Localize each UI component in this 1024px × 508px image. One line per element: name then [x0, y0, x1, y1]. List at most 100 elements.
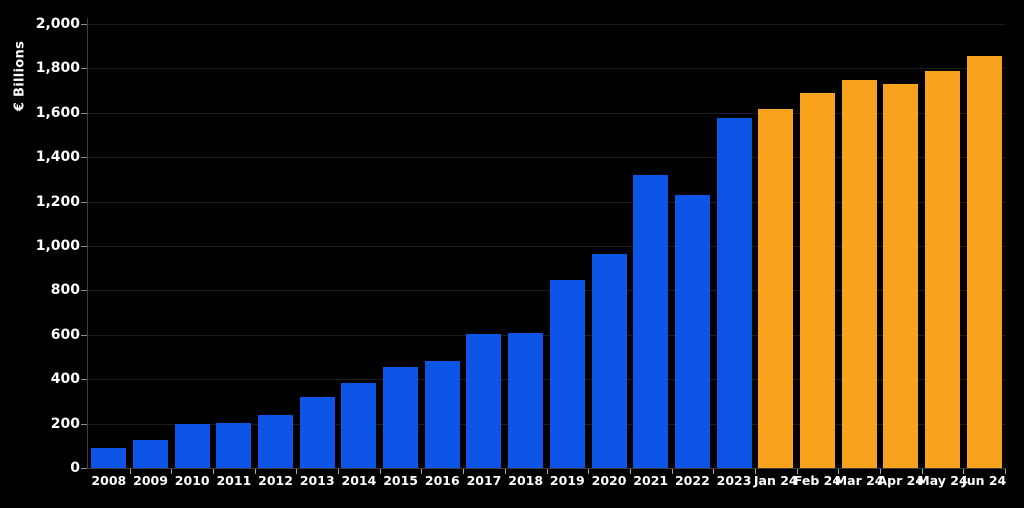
y-tick-mark: [81, 290, 87, 292]
gridline-800: [88, 290, 1005, 292]
x-axis-tick-label: Jun 24: [962, 473, 1007, 488]
x-tick-mark: [838, 469, 840, 474]
x-tick-mark: [671, 469, 673, 474]
x-tick-mark: [504, 469, 506, 474]
x-axis-tick-label: 2014: [341, 473, 377, 488]
x-axis-tick-label: 2009: [133, 473, 168, 488]
y-tick-mark: [81, 379, 87, 381]
x-tick-mark: [1005, 469, 1006, 474]
y-tick-mark: [81, 423, 87, 425]
x-tick-mark: [546, 469, 548, 474]
x-tick-mark: [921, 469, 923, 474]
x-tick-mark: [713, 469, 715, 474]
gridline-400: [88, 379, 1005, 381]
x-tick-mark: [171, 469, 173, 474]
bar-2017: [466, 333, 502, 468]
bar-2023: [716, 118, 752, 468]
x-tick-mark: [213, 469, 215, 474]
x-axis-tick-label: 2011: [216, 473, 252, 488]
x-axis-tick-label: 2016: [424, 473, 460, 488]
gridline-200: [88, 423, 1005, 425]
x-axis-tick-label: 2010: [174, 473, 210, 488]
bar-2019: [549, 280, 585, 468]
y-axis-tick-label: 200: [50, 415, 80, 432]
gridline-1,800: [88, 68, 1005, 70]
gridline-1,000: [88, 246, 1005, 247]
bar-2010: [174, 423, 210, 468]
bar-feb-24: [799, 92, 835, 468]
bar-2011: [216, 423, 252, 468]
gridline-2,000: [88, 24, 1005, 25]
gridline-1,600: [88, 112, 1005, 114]
y-axis-tick-label: 0: [70, 460, 80, 476]
y-axis-tick-label: 800: [50, 282, 80, 299]
y-tick-mark: [81, 468, 87, 469]
x-axis-line: [87, 468, 1006, 469]
y-tick-mark: [81, 68, 87, 70]
x-axis-tick-label: Jan 24: [753, 473, 798, 488]
x-tick-mark: [588, 469, 590, 474]
bar-2015: [383, 367, 419, 468]
x-tick-mark: [379, 469, 381, 474]
bar-2008: [91, 448, 127, 468]
x-axis-tick-label: 2021: [633, 473, 669, 488]
x-tick-mark: [879, 469, 881, 474]
y-axis-tick-label: 600: [50, 326, 80, 343]
x-axis-tick-label: Apr 24: [877, 473, 925, 488]
bar-2021: [633, 174, 669, 468]
x-axis-tick-label: Feb 24: [793, 473, 842, 488]
x-axis-tick-label: 2013: [299, 473, 335, 488]
x-tick-mark: [629, 469, 631, 474]
x-axis-tick-label: 2022: [674, 473, 710, 488]
y-axis-tick-label: 1,800: [35, 60, 80, 77]
y-tick-mark: [81, 157, 87, 159]
x-tick-mark: [129, 469, 131, 474]
y-axis-tick-label: 1,200: [35, 193, 80, 210]
x-axis-tick-label: 2020: [591, 473, 627, 488]
x-tick-mark: [754, 469, 756, 474]
x-axis-tick-label: Mar 24: [834, 473, 884, 488]
bar-jun-24: [966, 55, 1002, 468]
bar-2020: [591, 253, 627, 468]
x-tick-mark: [463, 469, 465, 474]
x-tick-mark: [254, 469, 256, 474]
x-axis-tick-label: 2015: [383, 473, 419, 488]
y-tick-mark: [81, 112, 87, 114]
y-axis-tick-label: 1,600: [35, 104, 80, 121]
y-axis-tick-label: 400: [50, 371, 80, 388]
gridline-1,200: [88, 201, 1005, 203]
bar-mar-24: [841, 80, 877, 468]
x-tick-mark: [338, 469, 340, 474]
x-axis-tick-label: 2008: [91, 473, 127, 488]
bar-2012: [258, 415, 294, 468]
x-axis-tick-label: May 24: [917, 473, 968, 488]
y-tick-mark: [81, 246, 87, 247]
y-axis-tick-label: 2,000: [35, 16, 80, 32]
x-tick-mark: [796, 469, 798, 474]
y-axis-tick-label: 1,000: [35, 238, 80, 254]
bar-2018: [508, 333, 544, 468]
bar-jan-24: [758, 109, 794, 468]
y-axis-title: € Billions: [12, 40, 28, 112]
bar-apr-24: [883, 83, 919, 468]
bar-2022: [674, 194, 710, 468]
bar-2013: [299, 396, 335, 468]
y-axis-line: [87, 18, 88, 469]
y-tick-mark: [81, 334, 87, 336]
x-axis-tick-label: 2023: [716, 473, 752, 488]
x-axis-tick-label: 2012: [258, 473, 293, 488]
bar-may-24: [924, 71, 960, 468]
x-axis-tick-label: 2018: [508, 473, 544, 488]
y-tick-mark: [81, 24, 87, 25]
bar-2009: [133, 440, 169, 468]
x-axis-tick-label: 2017: [466, 473, 502, 488]
gridline-1,400: [88, 157, 1005, 159]
y-tick-mark: [81, 201, 87, 203]
x-tick-mark: [421, 469, 423, 474]
x-axis-tick-label: 2019: [549, 473, 585, 488]
bar-2016: [424, 361, 460, 468]
x-tick-mark: [296, 469, 298, 474]
bar-2014: [341, 382, 377, 468]
gridline-600: [88, 334, 1005, 336]
